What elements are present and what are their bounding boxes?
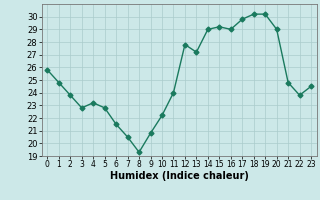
X-axis label: Humidex (Indice chaleur): Humidex (Indice chaleur) [110,171,249,181]
